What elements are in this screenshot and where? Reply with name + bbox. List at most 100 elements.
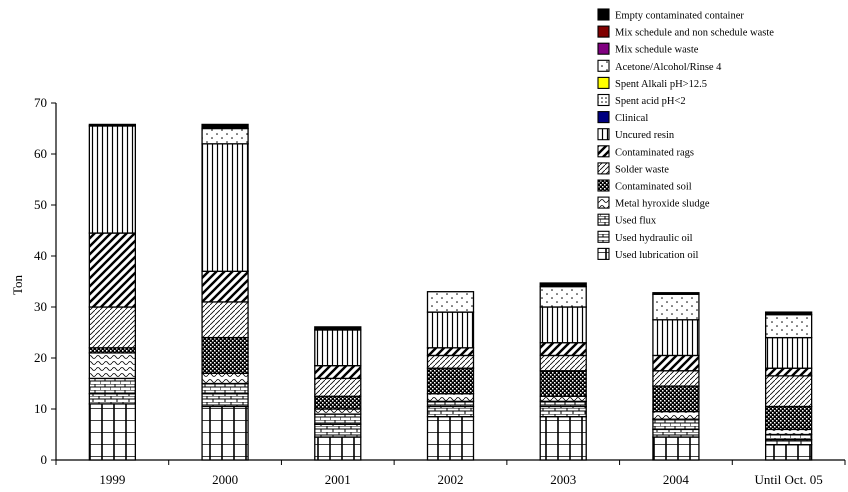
bar-segment [314, 423, 362, 438]
bar-segment [314, 408, 362, 415]
y-tick-label: 20 [34, 350, 47, 365]
y-axis: 0 10 20 30 40 50 60 70 [34, 95, 57, 467]
bar-segment [764, 313, 813, 339]
y-tick-label: 0 [41, 452, 48, 467]
bar-segment [764, 433, 813, 441]
bar-segment [539, 415, 587, 461]
bar-segment [201, 393, 249, 408]
x-tick-label: 2001 [325, 472, 351, 487]
bar-segment [314, 364, 362, 380]
bar-segment [652, 293, 700, 321]
bar-segment [652, 428, 700, 438]
bar-segment [539, 354, 587, 372]
legend-label: Used lubrication oil [615, 250, 698, 261]
legend-label: Mix schedule and non schedule waste [615, 28, 774, 39]
x-tick-label: 2002 [438, 472, 464, 487]
bar-segment [764, 311, 813, 316]
legend-swatch [597, 93, 610, 107]
bar-segment [652, 354, 700, 372]
legend-label: Used flux [615, 216, 657, 227]
bar-segment [201, 270, 249, 303]
legend-swatch [597, 128, 610, 141]
bar-segment [426, 405, 475, 418]
legend-swatch [597, 179, 610, 192]
y-tick-label: 40 [34, 248, 47, 263]
x-tick-label: 2000 [212, 472, 238, 487]
bar-segment [88, 352, 137, 380]
y-tick-label: 50 [34, 197, 47, 212]
legend-label: Metal hyroxide sludge [615, 199, 710, 210]
bar-segment [764, 405, 813, 431]
legend-label: Clinical [615, 113, 648, 124]
y-tick-label: 10 [34, 401, 47, 416]
bar-segment [652, 292, 700, 295]
legend-swatch [597, 145, 610, 158]
bar-segment [88, 232, 137, 308]
legend-label: Spent acid pH<2 [615, 96, 686, 107]
x-tick-label: 1999 [99, 472, 125, 487]
bar-segment [314, 436, 362, 461]
bar-segment [652, 370, 700, 387]
bar-segment [314, 326, 362, 331]
bar-segment [201, 123, 249, 130]
bar-segment [652, 410, 700, 420]
legend-label: Uncured resin [615, 130, 675, 141]
bar-segment [652, 418, 700, 431]
bar-segment [88, 403, 137, 461]
legend-swatch [597, 42, 610, 55]
bar-segment [201, 405, 249, 461]
legend-swatch [597, 111, 610, 124]
legend-swatch [597, 162, 610, 175]
y-tick-label: 70 [34, 95, 47, 110]
bar-stacks [88, 123, 813, 461]
y-tick-label: 60 [34, 146, 47, 161]
bar-segment [539, 282, 587, 288]
bar-segment [539, 306, 587, 344]
legend-swatch [597, 196, 610, 209]
bar-segment [314, 413, 362, 425]
bar-segment [201, 301, 249, 339]
bar-segment [764, 438, 813, 446]
bar-segment [652, 319, 700, 357]
legend-swatch [597, 25, 610, 38]
bar-segment [539, 400, 587, 408]
bar-segment [88, 123, 137, 127]
legend-label: Spent Alkali pH>12.5 [615, 79, 707, 90]
bar-segment [201, 382, 249, 395]
bar-segment [426, 415, 475, 461]
bar-segment [539, 405, 587, 418]
y-tick-label: 30 [34, 299, 47, 314]
bar-segment [764, 367, 813, 377]
legend-swatch [597, 213, 610, 226]
bar-segment [88, 125, 137, 234]
legend-label: Contaminated soil [615, 182, 692, 193]
legend-swatch [597, 8, 610, 21]
bar-segment [652, 436, 700, 461]
bar-segment [652, 385, 700, 413]
legend-swatch [597, 230, 610, 243]
bar-segment [539, 342, 587, 357]
bar-segment [539, 370, 587, 397]
bar-segment [88, 393, 137, 405]
bar-segment [201, 127, 249, 145]
x-tick-label: 2004 [663, 472, 690, 487]
legend-swatch [597, 76, 610, 89]
legend-label: Solder waste [615, 164, 669, 175]
legend-label: Acetone/Alcohol/Rinse 4 [615, 62, 722, 73]
bar-segment [201, 143, 249, 272]
bar-segment [88, 347, 137, 354]
bar-segment [314, 377, 362, 397]
bar-segment [201, 372, 249, 385]
bar-segment [88, 377, 137, 395]
legend-label: Empty contaminated container [615, 11, 744, 22]
bar-segment [314, 329, 362, 367]
y-axis-label: Ton [10, 274, 25, 295]
bar-segment [426, 393, 475, 403]
legend-label: Contaminated rags [615, 147, 694, 158]
bar-segment [426, 311, 475, 349]
bar-segment [764, 444, 813, 461]
bar-segment [426, 291, 475, 313]
legend: Empty contaminated container Mix schedule… [597, 8, 774, 261]
